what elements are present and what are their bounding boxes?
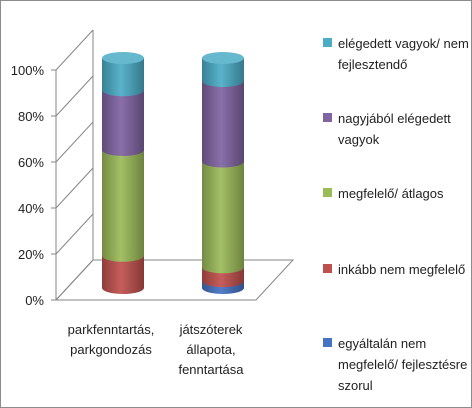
legend-swatch — [323, 338, 332, 347]
y-tick-diagonal — [55, 213, 94, 255]
bar-segment-0-1 — [102, 255, 144, 294]
bar-top-1 — [202, 52, 244, 64]
legend-label: megfelelő/ átlagos — [338, 183, 470, 204]
floor-wall-outline — [55, 30, 295, 301]
y-tick-label: 0% — [25, 293, 44, 308]
legend-line: megfelelő/ fejlesztésre — [338, 357, 468, 372]
legend-line: inkább nem megfelelő — [338, 262, 466, 277]
y-tick-diagonal — [55, 29, 94, 71]
legend-line: megfelelő/ átlagos — [338, 186, 444, 201]
legend-label: inkább nem megfelelő — [338, 259, 470, 280]
legend-label: elégedett vagyok/ nem fejlesztendő — [338, 33, 470, 75]
category-label: állapota, — [186, 342, 235, 357]
y-tick-label: 100% — [11, 63, 45, 78]
y-tick-diagonal — [55, 75, 94, 117]
legend-line: fejlesztendő — [338, 57, 408, 72]
legend-line: egyáltalán nem — [338, 336, 427, 351]
legend-label: egyáltalán nem megfelelő/ fejlesztésre s… — [338, 333, 470, 396]
bar-segment-0-3 — [102, 90, 144, 156]
legend-line: elégedett vagyok/ nem — [338, 36, 469, 51]
y-tick-diagonal — [55, 121, 94, 163]
category-label: parkfenntartás, — [68, 322, 155, 337]
legend-line: vagyok — [338, 132, 380, 147]
bar-segment-0-4 — [102, 58, 144, 97]
bar-segment-0-2 — [102, 150, 144, 262]
stacked-bar-chart: 0% 20% 40% 60% 80% 100% parkfenntartás, parkgon… — [11, 29, 295, 377]
bar-top-0 — [102, 52, 144, 64]
category-label: parkgondozás — [70, 342, 152, 357]
legend-line: szorul — [338, 378, 373, 393]
legend-swatch — [323, 38, 332, 47]
bar-segment-1-4 — [202, 58, 244, 87]
y-tick-diagonal — [55, 259, 94, 301]
y-tick-label: 80% — [18, 109, 44, 124]
y-tick-label: 40% — [18, 201, 44, 216]
legend-label: nagyjából elégedett vagyok — [338, 108, 470, 150]
y-tick-label: 20% — [18, 247, 44, 262]
bar-segment-1-3 — [202, 81, 244, 168]
category-label: fenntartása — [178, 362, 244, 377]
legend-swatch — [323, 113, 332, 122]
legend: elégedett vagyok/ nem fejlesztendő nagyj… — [323, 1, 471, 407]
legend-swatch — [323, 188, 332, 197]
bar-segment-1-2 — [202, 161, 244, 274]
category-label: játszóterek — [179, 322, 243, 337]
y-tick-diagonal — [55, 167, 94, 209]
y-tick-label: 60% — [18, 155, 44, 170]
legend-swatch — [323, 264, 332, 273]
legend-line: nagyjából elégedett — [338, 111, 451, 126]
